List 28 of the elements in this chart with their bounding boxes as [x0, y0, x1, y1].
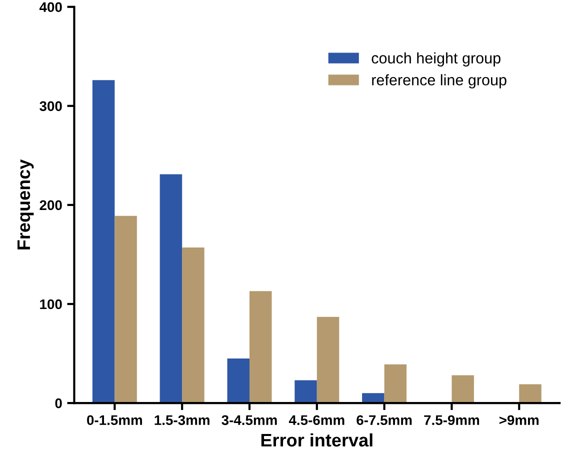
- y-tick-label: 300: [40, 101, 62, 112]
- x-axis-title: Error interval: [261, 433, 372, 447]
- bar: [182, 248, 204, 404]
- x-tick-label: 1.5-3mm: [154, 415, 210, 426]
- bar: [316, 316, 340, 404]
- bar: [452, 375, 474, 404]
- bar: [92, 80, 115, 404]
- legend-label: couch height group: [372, 52, 500, 67]
- bar: [362, 393, 384, 404]
- y-tick-label: 100: [40, 299, 62, 310]
- legend-label: reference line group: [372, 74, 506, 88]
- x-tick-label: 6-7.5mm: [356, 415, 412, 426]
- bar: [249, 291, 272, 404]
- y-axis-title: Frequency: [18, 159, 34, 250]
- y-tick-label: 200: [40, 200, 62, 210]
- y-tick-label: 0: [55, 398, 62, 408]
- x-tick-label: 3-4.5mm: [222, 415, 277, 426]
- x-tick-label: 7.5-9mm: [424, 415, 480, 426]
- bar: [114, 216, 137, 404]
- x-tick-label: >9mm: [499, 415, 539, 426]
- x-tick-label: 0-1.5mm: [87, 415, 142, 426]
- bar: [384, 364, 407, 404]
- bar: [160, 174, 182, 404]
- y-tick-label: 400: [39, 2, 62, 12]
- bar: [227, 358, 250, 404]
- x-tick-label: 4.5-6mm: [288, 415, 344, 426]
- bar: [294, 380, 317, 404]
- bar: [519, 384, 542, 404]
